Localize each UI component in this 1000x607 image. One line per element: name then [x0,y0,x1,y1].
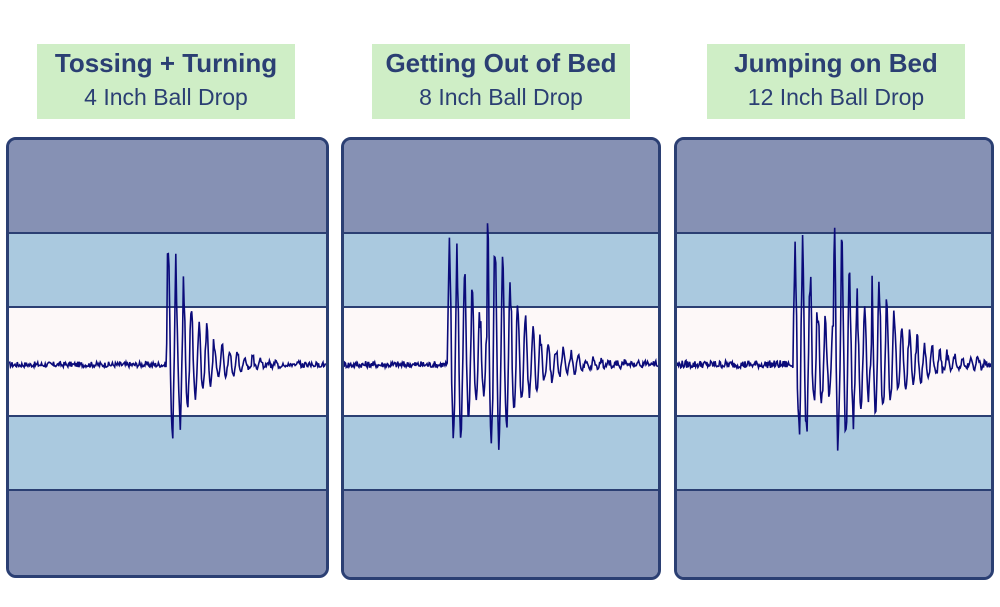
outer-band-bottom [677,489,991,577]
panel-2-waveform [344,223,658,450]
panel-1-label: Tossing + Turning 4 Inch Ball Drop [37,44,295,119]
panel-1-title: Tossing + Turning [54,48,278,78]
panel-2-chart [341,137,661,580]
inner-band-top [344,232,658,306]
panel-1-chart [6,137,329,578]
waveform-line [344,223,658,450]
panel-3-subtitle: 12 Inch Ball Drop [747,84,925,110]
outer-band-top [677,140,991,232]
outer-band-top [344,140,658,232]
panel-1-subtitle: 4 Inch Ball Drop [84,84,248,110]
panel-3-waveform [677,227,991,451]
panel-3-chart [674,137,994,580]
outer-band-bottom [9,489,326,575]
panel-3-label: Jumping on Bed 12 Inch Ball Drop [707,44,965,119]
panel-2-subtitle: 8 Inch Ball Drop [419,84,583,110]
outer-band-bottom [344,489,658,577]
panel-2-label: Getting Out of Bed 8 Inch Ball Drop [372,44,630,119]
inner-band-bottom [9,415,326,489]
panel-3-title: Jumping on Bed [734,48,938,78]
waveform-line [9,252,326,439]
outer-band-top [9,140,326,232]
waveform-line [677,227,991,451]
panel-1-waveform [9,252,326,439]
inner-band-bottom [677,415,991,489]
inner-band-bottom [344,415,658,489]
panel-2-title: Getting Out of Bed [385,48,617,78]
